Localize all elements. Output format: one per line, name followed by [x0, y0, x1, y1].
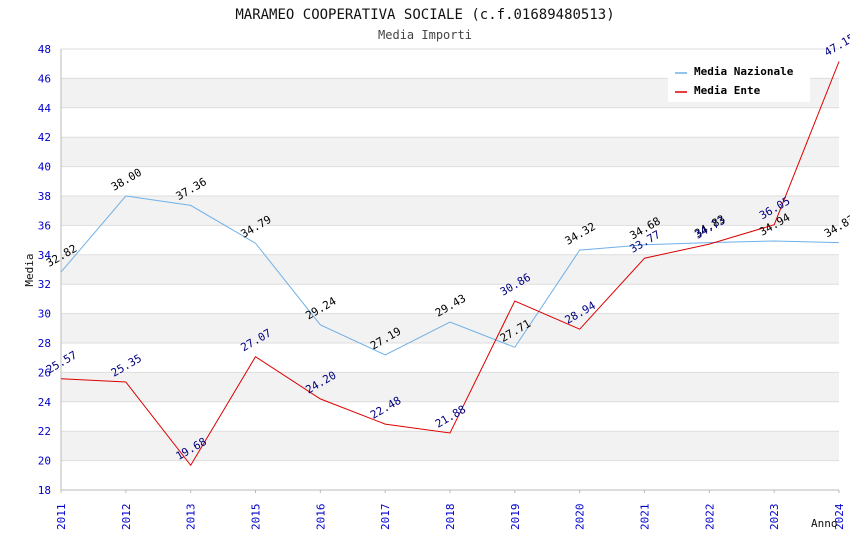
- legend: Media Nazionale Media Ente: [668, 60, 810, 102]
- y-tick-label: 36: [38, 219, 51, 232]
- x-tick-labels: 2011 2012 2013 2015 2016 2017 2018 2019 2020 2021…: [55, 503, 846, 530]
- x-tick-label: 2017: [379, 504, 392, 531]
- background-band: [61, 372, 839, 402]
- background-band: [61, 313, 839, 343]
- x-tick-label: 2021: [639, 504, 652, 531]
- x-tick-label: 2024: [833, 503, 846, 530]
- y-axis-label: Media: [23, 253, 36, 286]
- chart-subtitle: Media Importi: [378, 28, 472, 42]
- background-band: [61, 254, 839, 285]
- gridlines: [61, 48, 839, 491]
- y-tick-label: 48: [38, 43, 51, 56]
- y-tick-label: 34: [38, 249, 52, 262]
- x-tick-label: 2016: [314, 504, 327, 531]
- data-label-ente: 47.15: [822, 31, 850, 59]
- y-tick-label: 46: [38, 72, 51, 85]
- y-tick-label: 28: [38, 337, 51, 350]
- y-tick-label: 30: [38, 308, 51, 321]
- y-tick-label: 42: [38, 131, 51, 144]
- legend-label-nazionale: Media Nazionale: [694, 65, 794, 78]
- y-tick-label: 32: [38, 278, 51, 291]
- x-tick-label: 2019: [509, 504, 522, 531]
- x-tick-label: 2020: [574, 504, 587, 531]
- x-tick-label: 2012: [120, 504, 133, 531]
- x-tick-label: 2022: [703, 504, 716, 531]
- background-band: [61, 137, 839, 167]
- y-tick-label: 24: [38, 396, 52, 409]
- y-tick-label: 18: [38, 484, 51, 497]
- y-tick-labels: 18 20 22 24 26 28 30 32 34 36 38 40 42 44 46 48: [38, 43, 52, 497]
- y-tick-label: 44: [38, 102, 52, 115]
- chart-title: MARAMEO COOPERATIVA SOCIALE (c.f.0168948…: [235, 7, 614, 23]
- background-band: [61, 196, 839, 226]
- data-label-ente: 21.88: [433, 403, 468, 431]
- y-tick-label: 40: [38, 161, 51, 174]
- background-bands: [61, 78, 839, 461]
- x-tick-label: 2013: [185, 504, 198, 531]
- x-tick-label: 2011: [55, 504, 68, 531]
- series-line-ente: [60, 61, 840, 467]
- x-axis-label: Anno: [811, 517, 838, 530]
- legend-label-ente: Media Ente: [694, 84, 761, 97]
- axes: [60, 49, 840, 493]
- series-lines: [60, 61, 840, 467]
- y-tick-label: 22: [38, 425, 51, 438]
- y-tick-label: 38: [38, 190, 51, 203]
- series-line-nazionale: [60, 195, 840, 356]
- background-band: [61, 431, 839, 461]
- y-tick-label: 20: [38, 455, 51, 468]
- x-tick-label: 2015: [250, 504, 263, 531]
- x-tick-label: 2018: [444, 504, 457, 531]
- data-label-nazionale: 38.00: [109, 166, 144, 194]
- legend-box: [668, 60, 810, 102]
- y-tick-label: 26: [38, 366, 51, 379]
- x-tick-label: 2023: [768, 504, 781, 531]
